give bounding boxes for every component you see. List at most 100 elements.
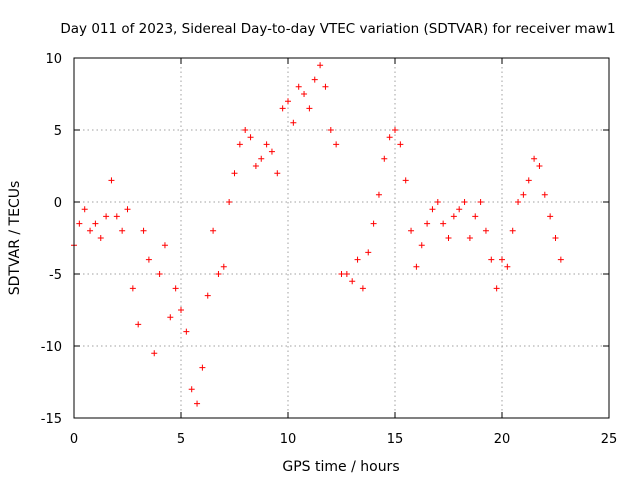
- data-point: [167, 314, 174, 321]
- data-point: [520, 191, 527, 198]
- data-point: [429, 206, 436, 213]
- y-tick-label: -5: [49, 268, 62, 283]
- x-tick-label: 20: [494, 432, 511, 447]
- data-point: [515, 199, 522, 205]
- data-point: [119, 227, 126, 234]
- data-point: [531, 155, 538, 162]
- data-point: [402, 177, 409, 184]
- x-tick-label: 5: [177, 432, 185, 447]
- data-point: [135, 321, 142, 328]
- data-point: [161, 242, 168, 249]
- data-point: [204, 292, 211, 299]
- data-point: [81, 206, 88, 213]
- data-point: [472, 213, 479, 220]
- data-point: [220, 263, 227, 270]
- data-point: [236, 141, 243, 148]
- data-point: [552, 235, 559, 241]
- data-point: [188, 386, 195, 393]
- data-point: [295, 83, 302, 90]
- data-point: [258, 155, 265, 162]
- data-point: [440, 220, 447, 227]
- data-point: [151, 350, 158, 357]
- data-point: [199, 364, 206, 371]
- data-point: [450, 213, 457, 220]
- data-point: [210, 227, 217, 234]
- data-point: [145, 256, 152, 263]
- data-point: [466, 235, 473, 241]
- data-point: [301, 91, 308, 97]
- data-point: [499, 256, 505, 263]
- data-point: [140, 227, 147, 234]
- x-tick-label: 25: [601, 432, 618, 447]
- data-point: [108, 177, 115, 184]
- data-point: [338, 271, 345, 277]
- data-point: [268, 148, 275, 155]
- y-tick-label: 0: [54, 196, 62, 211]
- data-point: [541, 191, 548, 198]
- data-point: [413, 263, 420, 270]
- data-point: [418, 242, 425, 249]
- data-point: [215, 271, 222, 277]
- data-point: [408, 227, 415, 234]
- data-point: [76, 220, 83, 227]
- x-tick-label: 15: [387, 432, 404, 447]
- data-point: [365, 249, 372, 256]
- data-point: [461, 199, 468, 205]
- data-point: [375, 191, 382, 198]
- data-point: [242, 127, 249, 133]
- data-point: [456, 206, 463, 213]
- grid-lines: [74, 58, 609, 418]
- data-point: [285, 98, 291, 105]
- data-point: [509, 227, 516, 234]
- data-point: [172, 285, 179, 292]
- data-point: [386, 134, 393, 141]
- data-point: [183, 328, 190, 335]
- data-point: [231, 170, 238, 177]
- data-point: [504, 263, 511, 270]
- data-point: [434, 199, 441, 205]
- data-point: [322, 83, 329, 90]
- y-axis-ticks: -15 -10 -5 0 5 10: [41, 52, 609, 427]
- data-point: [557, 256, 564, 263]
- data-point: [113, 213, 120, 220]
- data-point: [306, 105, 313, 112]
- data-point: [317, 62, 324, 69]
- data-point: [525, 177, 532, 184]
- x-tick-label: 10: [280, 432, 297, 447]
- data-point: [392, 127, 398, 133]
- data-point: [477, 199, 484, 205]
- x-tick-label: 0: [70, 432, 78, 447]
- data-point: [279, 105, 286, 112]
- data-point: [252, 163, 259, 169]
- data-point: [333, 141, 340, 148]
- data-point: [343, 271, 350, 277]
- plot-frame: [73, 57, 610, 419]
- data-point: [397, 141, 404, 148]
- data-point: [354, 256, 361, 263]
- y-tick-label: 5: [54, 124, 62, 139]
- data-point: [103, 213, 110, 220]
- data-point: [327, 127, 334, 133]
- data-point: [536, 163, 543, 169]
- data-point: [381, 155, 388, 162]
- data-point: [129, 285, 136, 292]
- data-point: [493, 285, 500, 292]
- data-point: [156, 271, 163, 277]
- data-point: [97, 235, 104, 241]
- chart-title: Day 011 of 2023, Sidereal Day-to-day VTE…: [60, 21, 615, 37]
- data-point: [263, 141, 270, 148]
- data-point: [194, 400, 201, 407]
- data-point: [445, 235, 452, 241]
- data-point: [124, 206, 131, 213]
- data-point: [247, 134, 254, 141]
- data-point: [424, 220, 431, 227]
- data-point: [349, 278, 356, 285]
- y-tick-label: -15: [41, 412, 62, 427]
- data-point: [488, 256, 495, 263]
- y-tick-label: 10: [45, 52, 62, 67]
- data-point: [482, 227, 489, 234]
- y-axis-label: SDTVAR / TECUs: [7, 181, 23, 296]
- data-point: [547, 213, 554, 220]
- data-point: [274, 170, 281, 177]
